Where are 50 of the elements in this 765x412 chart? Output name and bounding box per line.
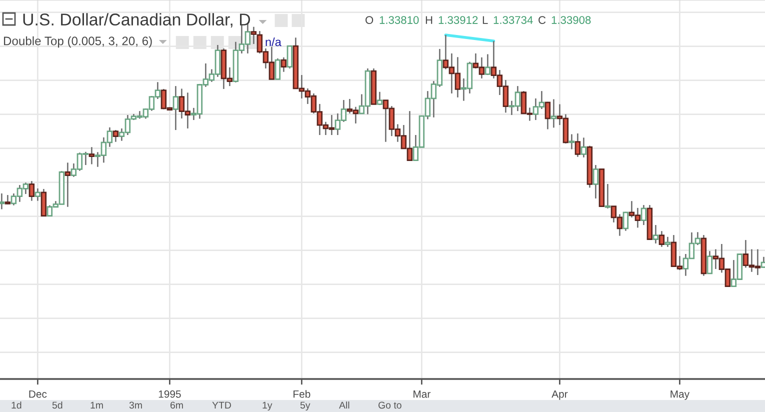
candlestick <box>580 136 587 158</box>
annotation: O 1.33810 <box>366 16 419 24</box>
x-tick-label: 1995 <box>158 390 181 398</box>
candlestick <box>286 45 293 70</box>
candlestick <box>40 188 47 217</box>
candlestick <box>706 250 713 274</box>
text: 1m <box>90 402 103 409</box>
text: 6m <box>170 402 183 409</box>
candlestick <box>658 230 665 248</box>
candlestick <box>280 56 287 73</box>
text: Double Top (0.005, 3, 20, 6) <box>4 36 152 48</box>
x-tick-label: Dec <box>29 390 47 398</box>
candlestick <box>484 54 491 76</box>
annotation: L 1.33734 <box>482 16 533 24</box>
candlestick <box>652 224 659 244</box>
candlestick <box>640 204 647 226</box>
chart-title: U.S. Dollar/Canadian Dollar, D <box>23 13 250 28</box>
annotation: H 1.33912 <box>426 16 478 24</box>
text: All <box>339 401 350 409</box>
candlestick <box>172 85 179 131</box>
text: 5y <box>300 402 310 411</box>
candlestick <box>112 129 119 143</box>
candlestick <box>550 98 557 128</box>
annotation: n/a <box>266 38 282 46</box>
candlestick <box>34 188 41 202</box>
candlestick <box>274 58 281 80</box>
candlestick <box>376 91 383 106</box>
candlestick <box>568 134 575 150</box>
candlestick <box>664 236 671 248</box>
candlestick <box>622 211 629 232</box>
candlestick <box>604 183 611 210</box>
text: 1d <box>12 401 22 409</box>
candlestick <box>0 192 5 210</box>
candlestick <box>574 132 581 158</box>
candlestick <box>592 164 599 200</box>
text: Go to <box>378 402 402 409</box>
text: 3m <box>129 402 142 409</box>
candlestick <box>64 162 71 208</box>
candlestick <box>4 194 11 205</box>
candlestick <box>544 101 551 130</box>
text: 5d <box>52 401 62 409</box>
x-tick-label: Mar <box>414 390 430 398</box>
annotation: C 1.33908 <box>538 16 591 24</box>
x-tick-label: May <box>670 390 690 400</box>
text: YTD <box>212 402 231 409</box>
candlestick <box>88 146 95 165</box>
candlestick <box>28 180 35 202</box>
x-tick-label: Feb <box>294 390 310 398</box>
text: 1y <box>262 402 272 411</box>
x-tick-label: Apr <box>552 390 568 400</box>
